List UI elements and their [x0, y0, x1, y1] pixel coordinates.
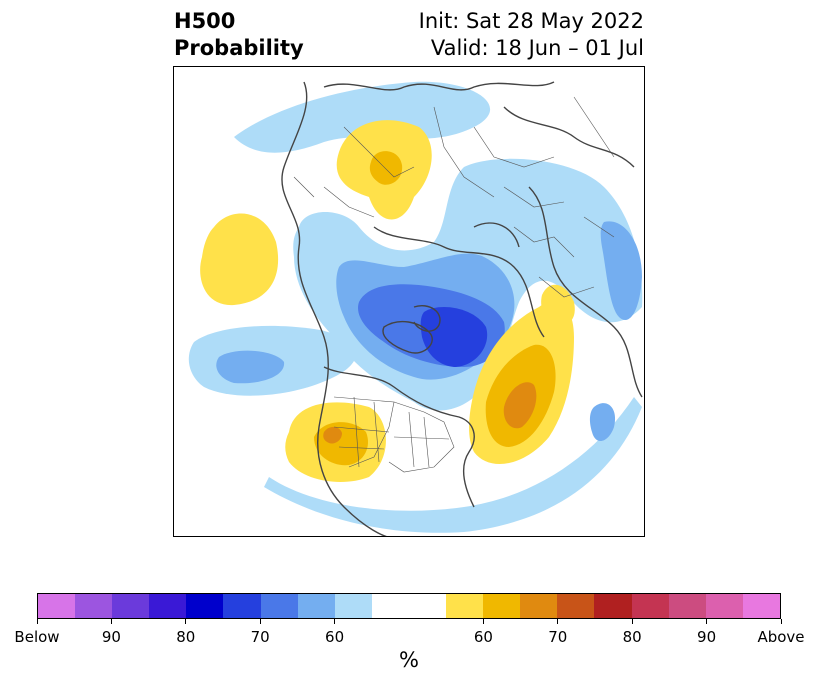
colorbar-unit: % — [399, 648, 419, 672]
colorbar-tick-label: 90 — [697, 628, 717, 646]
map-canvas — [188, 81, 643, 536]
colorbar-segment — [446, 594, 484, 618]
title-variable: H500 — [174, 9, 236, 33]
coastlines — [281, 81, 643, 536]
colorbar-tick-mark — [780, 619, 782, 624]
above-region-north-pacific-core — [503, 382, 537, 429]
colorbar-tick-mark — [185, 619, 187, 624]
map-dates: Init: Sat 28 May 2022 Valid: 18 Jun – 01… — [419, 8, 644, 62]
colorbar-tick-mark — [482, 619, 484, 624]
colorbar-tick-mark — [706, 619, 708, 624]
below-region-arctic-core — [420, 307, 488, 367]
colorbar-segment — [483, 594, 521, 618]
colorbar-segment — [75, 594, 113, 618]
colorbar-tick-label: 70 — [548, 628, 568, 646]
colorbar-segment — [297, 594, 335, 618]
title-type: Probability — [174, 36, 304, 60]
map-title: H500 Probability — [174, 8, 304, 62]
colorbar-tick-mark — [631, 619, 633, 624]
colorbar-tick-mark — [110, 619, 112, 624]
probability-shading — [188, 81, 643, 533]
colorbar-segment — [557, 594, 595, 618]
colorbar-segment — [668, 594, 706, 618]
colorbar-segment — [260, 594, 298, 618]
colorbar-tick-label: 80 — [176, 628, 196, 646]
colorbar-segment — [371, 594, 447, 618]
colorbar-tick-label: 60 — [325, 628, 345, 646]
colorbar-segment — [520, 594, 558, 618]
above-region-western-us-core — [323, 426, 342, 444]
init-date: Init: Sat 28 May 2022 — [418, 9, 644, 33]
above-region-atlantic — [200, 213, 279, 306]
colorbar-tick-mark — [334, 619, 336, 624]
colorbar-tick-mark — [259, 619, 261, 624]
political-borders — [293, 96, 615, 473]
colorbar — [37, 593, 781, 619]
colorbar-tick-label: Above — [757, 628, 805, 646]
colorbar-tick-label: 60 — [473, 628, 493, 646]
colorbar-tick-label: Below — [14, 628, 60, 646]
colorbar-segment — [705, 594, 743, 618]
probability-map — [173, 66, 645, 537]
colorbar-segment — [186, 594, 224, 618]
colorbar-tick-mark — [36, 619, 38, 624]
above-region-scandinavia-core — [369, 151, 403, 185]
colorbar-segment — [112, 594, 150, 618]
below-region-south-arc — [264, 397, 642, 533]
colorbar-tick-label: 80 — [622, 628, 642, 646]
colorbar-tick-mark — [557, 619, 559, 624]
colorbar-tick-label: 70 — [250, 628, 270, 646]
colorbar-segment — [223, 594, 261, 618]
colorbar-segment — [38, 594, 76, 618]
below-region-east-pacific — [589, 403, 616, 442]
valid-range: Valid: 18 Jun – 01 Jul — [430, 36, 644, 60]
colorbar-segment — [742, 594, 780, 618]
colorbar-tick-label: 90 — [101, 628, 121, 646]
above-region-alaska-small — [541, 284, 575, 326]
colorbar-segment — [334, 594, 372, 618]
below-region-east-asia — [600, 221, 642, 321]
colorbar-segment — [594, 594, 632, 618]
colorbar-segment — [149, 594, 187, 618]
below-region-lower-atlantic-core — [216, 350, 285, 384]
colorbar-segment — [631, 594, 669, 618]
